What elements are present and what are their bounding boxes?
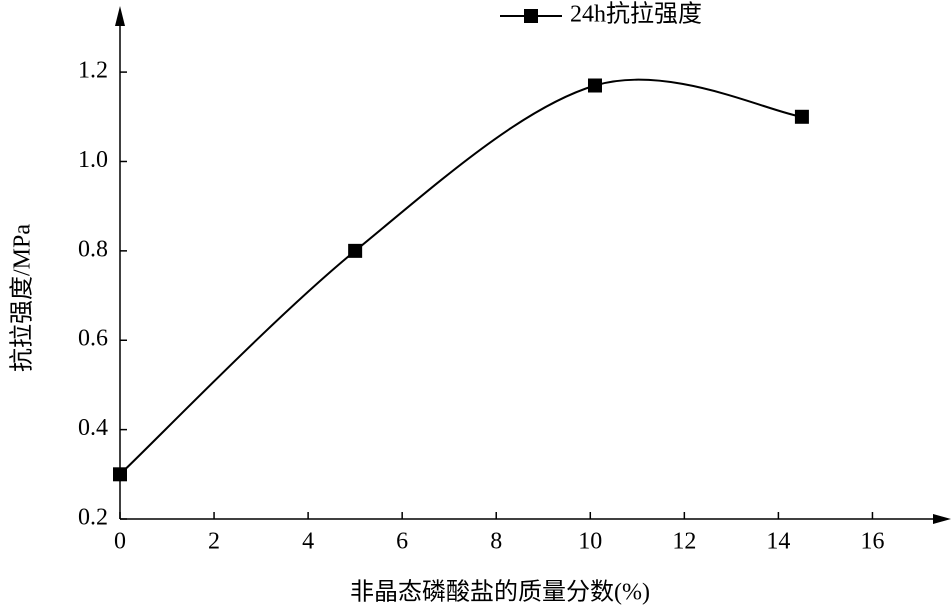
marker xyxy=(794,109,809,124)
legend-marker xyxy=(524,9,538,23)
y-axis-arrow xyxy=(115,6,125,26)
line xyxy=(119,78,803,476)
y-tick-label: 0.4 xyxy=(78,415,108,441)
marker xyxy=(348,243,363,258)
x-tick-label: 8 xyxy=(490,529,502,555)
y-tick-label: 0.8 xyxy=(78,236,108,262)
y-tick-label: 0.6 xyxy=(78,326,108,352)
x-tick-label: 10 xyxy=(578,529,602,555)
x-tick-label: 6 xyxy=(396,529,408,555)
x-tick-label: 14 xyxy=(766,529,790,555)
legend-label: 24h抗拉强度 xyxy=(570,1,702,28)
y-tick-label: 1.2 xyxy=(78,58,108,84)
y-axis-label: 抗拉强度/MPa xyxy=(9,224,36,372)
x-tick-label: 2 xyxy=(208,529,220,555)
x-tick-label: 16 xyxy=(860,529,884,555)
x-axis-arrow xyxy=(933,514,951,524)
marker xyxy=(113,467,127,482)
y-tick-label: 1.0 xyxy=(78,147,108,173)
x-tick-label: 0 xyxy=(114,529,126,555)
x-tick-label: 12 xyxy=(672,529,696,555)
x-tick-label: 4 xyxy=(302,529,314,555)
marker xyxy=(587,78,602,93)
x-axis-label: 非晶态磷酸盐的质量分数(%) xyxy=(350,579,650,606)
y-tick-label: 0.2 xyxy=(78,505,108,531)
